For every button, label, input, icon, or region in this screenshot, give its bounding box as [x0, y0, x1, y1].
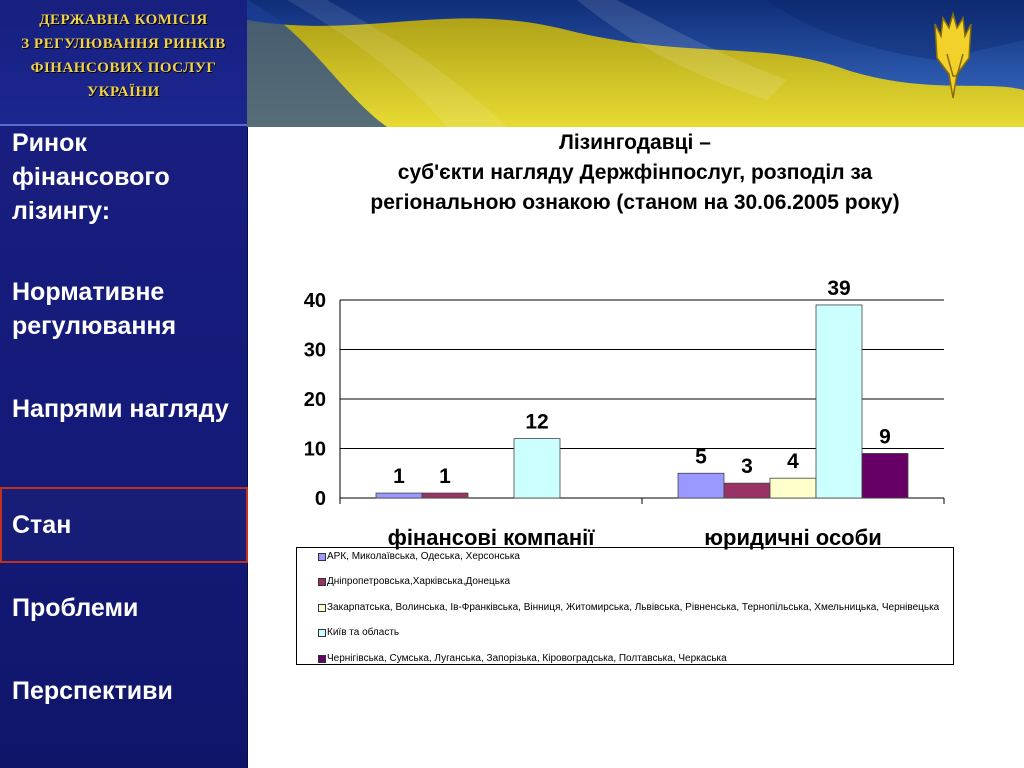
nav-active-highlight: [0, 487, 248, 563]
bar: [723, 482, 771, 499]
org-name-line-4: УКРАЇНИ: [87, 84, 160, 100]
legend-entry: Закарпатська, Волинська, Ів-Франківська,…: [318, 602, 947, 614]
bar: [769, 477, 817, 499]
x-category-label: юридичні особи: [704, 525, 881, 550]
nav-item-prospects[interactable]: Перспективи: [12, 677, 173, 705]
bar: [513, 438, 561, 499]
y-tick-label: 30: [304, 340, 326, 362]
bar-value-label: 9: [879, 425, 891, 448]
flag-banner-graphic: [247, 0, 1024, 127]
bar: [421, 492, 469, 499]
legend-entry: Київ та область: [318, 627, 947, 639]
legend-swatch: [318, 578, 326, 586]
nav-item-status[interactable]: Стан: [12, 511, 72, 539]
bar: [375, 492, 423, 499]
nav-item-supervision[interactable]: Напрями нагляду: [12, 395, 229, 423]
legend-label: Дніпропетровська,Харківська,Донецька: [327, 576, 511, 587]
legend-swatch: [318, 629, 326, 637]
chart-title: Лізингодавці – суб'єкти нагляду Держфінп…: [300, 128, 970, 218]
legend-entry: Дніпропетровська,Харківська,Донецька: [318, 576, 947, 588]
bar-value-label: 1: [439, 465, 451, 488]
legend-entry: Чернігівська, Сумська, Луганська, Запорі…: [318, 653, 947, 665]
legend-swatch: [318, 553, 326, 561]
sidebar: ДЕРЖАВНА КОМІСІЯ З РЕГУЛЮВАННЯ РИНКІВ ФІ…: [0, 0, 248, 768]
bar-value-label: 5: [695, 445, 707, 468]
x-category-label: фінансові компанії: [388, 525, 596, 550]
flag-banner: [247, 0, 1024, 127]
trident-emblem-icon: [934, 11, 972, 99]
y-tick-label: 10: [304, 439, 326, 461]
org-name-line-1: ДЕРЖАВНА КОМІСІЯ: [39, 12, 208, 28]
bar-value-label: 39: [827, 280, 850, 300]
legend-entry: АРК, Миколаївська, Одеська, Херсонська: [318, 551, 947, 563]
legend-label: АРК, Миколаївська, Одеська, Херсонська: [327, 551, 520, 562]
org-header: ДЕРЖАВНА КОМІСІЯ З РЕГУЛЮВАННЯ РИНКІВ ФІ…: [0, 0, 247, 126]
bar-value-label: 4: [787, 450, 799, 473]
legend-swatch: [318, 655, 326, 663]
nav-item-regulation[interactable]: Нормативне регулювання: [12, 278, 177, 340]
chart-title-line-1: Лізингодавці –: [559, 131, 711, 154]
chart-title-line-2: суб'єкти нагляду Держфінпослуг, розподіл…: [397, 161, 873, 184]
bar-value-label: 12: [525, 411, 548, 434]
y-tick-label: 20: [304, 389, 326, 411]
org-name-line-2: З РЕГУЛЮВАННЯ РИНКІВ: [21, 36, 226, 52]
bar: [677, 472, 725, 499]
nav-item-problems[interactable]: Проблеми: [12, 594, 139, 622]
bar-chart: 0 10 20 30 40 1 1 12 фінансові компанії 5 3 4 39 9 юри…: [304, 280, 945, 550]
bar-value-label: 1: [393, 465, 405, 488]
legend-swatch: [318, 604, 326, 612]
legend-label: Закарпатська, Волинська, Ів-Франківська,…: [327, 602, 940, 613]
legend-label: Київ та область: [327, 627, 400, 638]
chart-legend: АРК, Миколаївська, Одеська, Херсонська Д…: [296, 547, 954, 665]
y-tick-label: 40: [304, 290, 326, 312]
bar: [815, 304, 863, 499]
org-name-line-3: ФІНАНСОВИХ ПОСЛУГ: [30, 60, 217, 76]
nav-item-finance-leasing-market[interactable]: Ринок фінансового лізингу:: [12, 129, 170, 225]
bar-value-label: 3: [741, 455, 753, 478]
bar: [861, 453, 909, 499]
y-tick-label: 0: [315, 488, 326, 510]
legend-label: Чернігівська, Сумська, Луганська, Запорі…: [327, 653, 727, 664]
chart-title-line-3: регіональною ознакою (станом на 30.06.20…: [370, 191, 900, 214]
